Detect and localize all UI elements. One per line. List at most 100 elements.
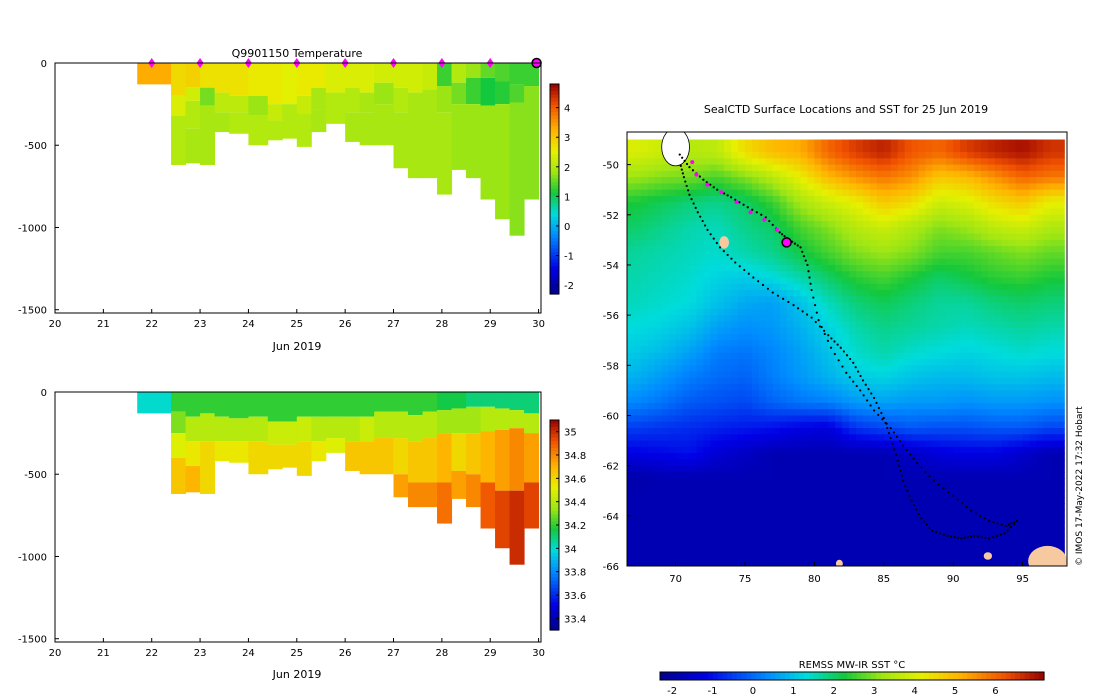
sst-cell	[654, 509, 663, 517]
sst-cell	[842, 277, 850, 285]
sst-cell	[793, 428, 802, 435]
sst-cell	[717, 465, 725, 473]
sst-cell	[883, 239, 892, 247]
sst-cell	[731, 221, 739, 228]
sst-cell	[1050, 471, 1058, 479]
sst-cell	[890, 428, 899, 435]
sst-cell	[925, 258, 933, 266]
sst-cell	[856, 384, 864, 391]
sst-cell	[862, 465, 871, 473]
sst-cell	[862, 246, 871, 254]
sst-cell	[1043, 283, 1051, 291]
sst-cell	[925, 365, 933, 373]
sst-cell	[1022, 258, 1031, 266]
sst-cell	[946, 440, 954, 448]
sst-cell	[828, 258, 836, 266]
sst-cell	[800, 208, 809, 216]
sst-cell	[904, 227, 913, 235]
sst-cell	[876, 478, 885, 486]
sst-cell	[960, 528, 968, 536]
sst-cell	[682, 490, 691, 498]
sst-cell	[786, 371, 795, 379]
sst-cell	[1015, 459, 1024, 467]
sst-cell	[627, 327, 628, 335]
sst-cell	[911, 139, 920, 147]
colorbar-tick-label: -1	[564, 252, 574, 263]
sst-cell	[953, 421, 961, 429]
track-point	[935, 531, 938, 534]
sst-cell	[953, 428, 961, 435]
sst-cell	[647, 509, 656, 517]
sst-cell	[668, 340, 677, 348]
sst-cell	[918, 221, 927, 228]
sst-cell	[883, 509, 892, 517]
sst-cell	[897, 177, 906, 185]
sst-cell	[717, 434, 725, 442]
sst-cell	[1001, 164, 1010, 172]
sst-cell	[627, 553, 635, 561]
sst-cell	[1043, 352, 1051, 360]
track-point	[1012, 522, 1016, 526]
sst-cell	[793, 290, 802, 297]
track-point	[682, 176, 686, 179]
sst-cell	[751, 377, 760, 385]
sst-cell	[932, 152, 940, 159]
colorbar-swatch	[550, 192, 559, 197]
sst-cell	[883, 183, 892, 191]
sst-cell	[960, 440, 968, 448]
sst-cell	[668, 290, 677, 297]
sst-cell	[647, 409, 656, 417]
sst-cell	[738, 459, 746, 467]
sst-cell	[828, 440, 836, 448]
sst-cell	[925, 428, 933, 435]
sst-cell	[1036, 158, 1045, 166]
sst-cell	[779, 484, 788, 492]
sst-cell	[772, 195, 781, 203]
track-point	[915, 462, 919, 465]
sst-cell	[918, 164, 927, 172]
sst-cell	[890, 371, 899, 379]
sst-cell	[890, 170, 899, 178]
sst-cell	[828, 239, 836, 247]
sst-cell	[675, 183, 684, 191]
sst-cell	[689, 522, 698, 529]
sst-cell	[946, 371, 954, 379]
sst-cell	[925, 453, 933, 460]
sst-cell	[807, 503, 815, 511]
sst-cell	[932, 352, 940, 360]
sst-cell	[974, 371, 982, 379]
sst-cell	[689, 233, 698, 241]
track-point	[920, 517, 923, 520]
sst-cell	[946, 227, 954, 235]
sst-cell	[703, 327, 711, 335]
sst-cell	[987, 333, 996, 341]
sst-cell	[876, 503, 885, 511]
sst-cell	[849, 352, 857, 360]
sst-cell	[835, 478, 843, 486]
sst-cell	[1008, 208, 1017, 216]
sst-cell	[828, 152, 836, 159]
sst-cell	[814, 503, 822, 511]
colorbar-swatch	[550, 574, 559, 579]
sst-cell	[772, 522, 781, 529]
sst-cell	[1036, 315, 1045, 323]
sst-cell	[918, 327, 927, 335]
sst-cell	[696, 402, 704, 410]
sst-cell	[751, 421, 760, 429]
sst-cell	[1057, 390, 1065, 398]
sst-cell	[807, 434, 815, 442]
sst-cell	[980, 139, 989, 147]
sst-cell	[738, 503, 746, 511]
sst-cell	[1015, 497, 1024, 504]
sst-cell	[918, 333, 927, 341]
sst-cell	[800, 415, 809, 423]
sst-cell	[897, 183, 906, 191]
sst-cell	[710, 459, 718, 467]
sst-cell	[967, 478, 975, 486]
sst-cell	[967, 515, 975, 523]
sst-cell	[869, 158, 878, 166]
sst-cell	[842, 421, 850, 429]
sst-cell	[1008, 346, 1017, 354]
sst-cell	[1050, 409, 1058, 417]
sst-cell	[800, 164, 809, 172]
